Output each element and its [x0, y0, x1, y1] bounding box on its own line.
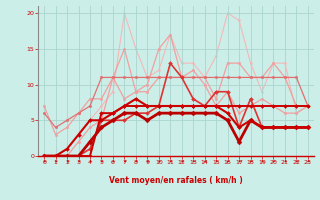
X-axis label: Vent moyen/en rafales ( km/h ): Vent moyen/en rafales ( km/h ): [109, 176, 243, 185]
